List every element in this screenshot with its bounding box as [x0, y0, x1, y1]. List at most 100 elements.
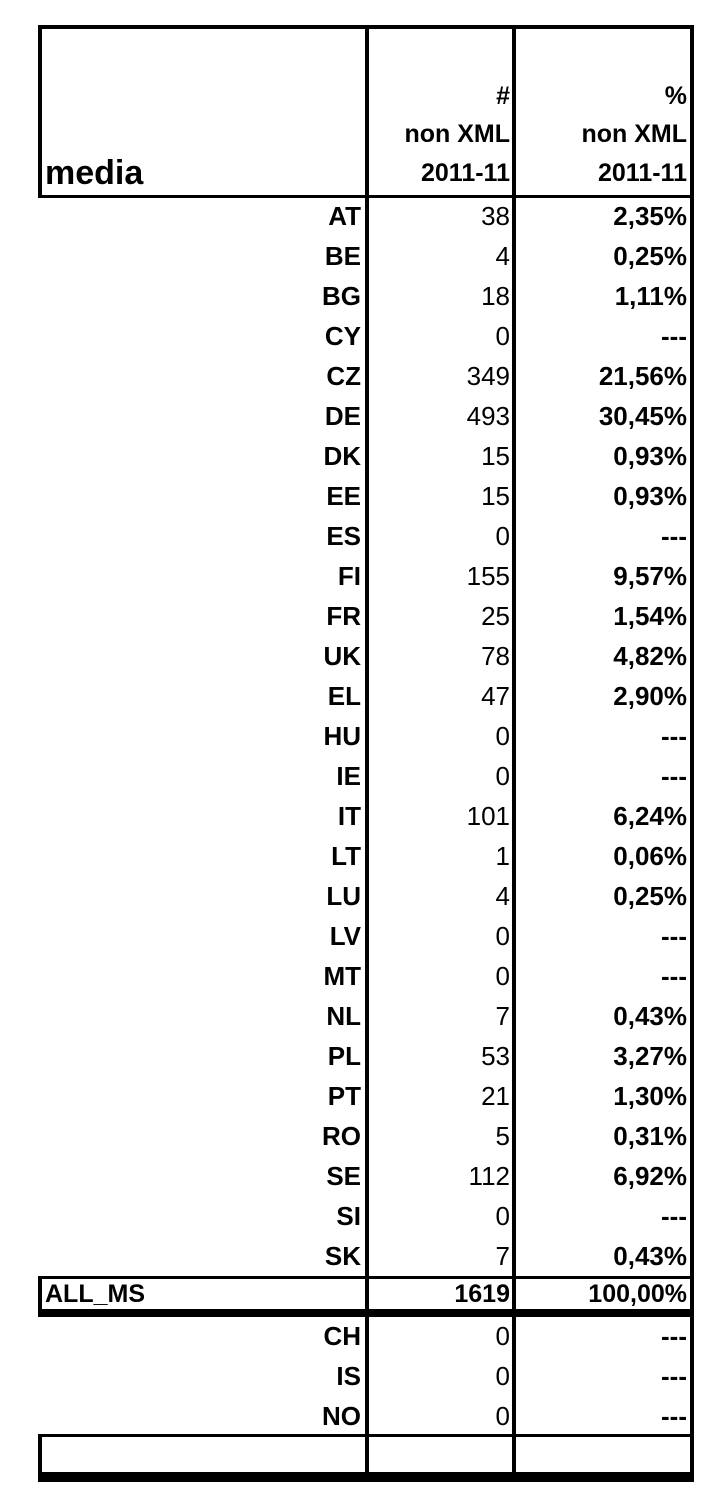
non-xml-count: 1 [495, 841, 510, 871]
country-code: FR [326, 601, 361, 631]
non-xml-percent: 0,25% [613, 881, 687, 911]
non-xml-percent: 6,24% [613, 801, 687, 831]
non-xml-count: 0 [495, 761, 510, 791]
non-xml-percent: 30,45% [598, 401, 687, 431]
header-count-symbol: # [496, 82, 510, 110]
header-pct-period: 2011-11 [598, 159, 687, 187]
non-xml-percent: 9,57% [613, 561, 687, 591]
country-code: PL [327, 1041, 361, 1071]
country-code: NL [326, 1001, 361, 1031]
table-row: SE 112 6,92% [0, 1156, 728, 1196]
non-xml-percent: 0,93% [613, 481, 687, 511]
table-row: CZ 349 21,56% [0, 356, 728, 396]
table-row: AT 38 2,35% [0, 196, 728, 236]
non-xml-percent: 0,06% [613, 841, 687, 871]
table-row: DE 493 30,45% [0, 396, 728, 436]
non-xml-percent: 1,30% [613, 1081, 687, 1111]
non-xml-percent: --- [661, 521, 687, 551]
non-xml-percent: 0,31% [613, 1121, 687, 1151]
non-xml-count: 349 [466, 361, 510, 391]
total-bottom-border [38, 1309, 694, 1317]
column-divider-2 [512, 25, 516, 1482]
table-row: MT 0 --- [0, 956, 728, 996]
header-media-title: media [45, 154, 144, 192]
table-row: BE 4 0,25% [0, 236, 728, 276]
non-xml-percent: --- [661, 1361, 687, 1391]
non-xml-count: 0 [495, 1321, 510, 1351]
country-code: LT [331, 841, 361, 871]
table-row: EL 47 2,90% [0, 676, 728, 716]
non-xml-count: 53 [481, 1041, 510, 1071]
country-code: CZ [326, 361, 361, 391]
table-bottom-border [38, 1472, 694, 1482]
table-left-border [38, 25, 42, 197]
country-code: SK [324, 1241, 361, 1271]
table-row: IE 0 --- [0, 756, 728, 796]
non-xml-count: 25 [481, 601, 510, 631]
non-xml-percent: 0,93% [613, 441, 687, 471]
non-xml-count: 5 [495, 1121, 510, 1151]
table-row: EE 15 0,93% [0, 476, 728, 516]
total-percent: 100,00% [588, 1280, 687, 1308]
table-row: NL 7 0,43% [0, 996, 728, 1036]
non-xml-percent: 2,90% [613, 681, 687, 711]
table-row: UK 78 4,82% [0, 636, 728, 676]
country-code: IS [336, 1361, 361, 1391]
country-code: ES [326, 521, 361, 551]
non-xml-count: 0 [495, 1361, 510, 1391]
table-row: LU 4 0,25% [0, 876, 728, 916]
header-pct-type: non XML [581, 120, 687, 148]
table-row: PL 53 3,27% [0, 1036, 728, 1076]
non-xml-percent: 0,43% [613, 1001, 687, 1031]
non-xml-count: 7 [495, 1001, 510, 1031]
country-code: FI [337, 561, 361, 591]
non-xml-percent: --- [661, 721, 687, 751]
non-xml-count: 38 [481, 201, 510, 231]
total-label: ALL_MS [45, 1280, 145, 1308]
table-row: BG 18 1,11% [0, 276, 728, 316]
country-code: LU [326, 881, 361, 911]
table-row: FI 155 9,57% [0, 556, 728, 596]
non-xml-percent: 1,54% [613, 601, 687, 631]
table-row: NO 0 --- [0, 1396, 728, 1436]
non-xml-count: 493 [466, 401, 510, 431]
table-row: HU 0 --- [0, 716, 728, 756]
country-code: UK [323, 641, 361, 671]
country-code: CH [323, 1321, 361, 1351]
non-xml-count: 7 [495, 1241, 510, 1271]
country-code: DK [323, 441, 361, 471]
table-row: LV 0 --- [0, 916, 728, 956]
table-row: ES 0 --- [0, 516, 728, 556]
non-xml-count: 4 [495, 241, 510, 271]
country-code: BG [322, 281, 361, 311]
non-xml-percent: 3,27% [613, 1041, 687, 1071]
non-xml-count: 15 [481, 441, 510, 471]
non-xml-percent: --- [661, 1201, 687, 1231]
non-xml-count: 0 [495, 921, 510, 951]
non-xml-percent: 1,11% [614, 281, 687, 311]
non-xml-count: 15 [481, 481, 510, 511]
header-count-type: non XML [404, 120, 510, 148]
table-right-border [690, 25, 694, 1482]
header-count-period: 2011-11 [421, 159, 510, 187]
non-xml-count: 18 [481, 281, 510, 311]
table-row: PT 21 1,30% [0, 1076, 728, 1116]
non-xml-count: 0 [495, 321, 510, 351]
non-xml-percent: --- [661, 321, 687, 351]
non-xml-count: 0 [495, 1201, 510, 1231]
table-row: RO 5 0,31% [0, 1116, 728, 1156]
table-row: DK 15 0,93% [0, 436, 728, 476]
footer-top-border [38, 1434, 694, 1437]
non-xml-count: 4 [495, 881, 510, 911]
country-code: NO [322, 1401, 361, 1431]
non-xml-count: 0 [495, 1401, 510, 1431]
table-row: CY 0 --- [0, 316, 728, 356]
non-xml-count: 112 [468, 1161, 510, 1191]
total-count: 1619 [454, 1280, 510, 1308]
table-row: LT 1 0,06% [0, 836, 728, 876]
non-xml-percent: 0,43% [613, 1241, 687, 1271]
non-xml-percent: --- [661, 761, 687, 791]
table-row: CH 0 --- [0, 1316, 728, 1356]
non-xml-percent: 0,25% [613, 241, 687, 271]
